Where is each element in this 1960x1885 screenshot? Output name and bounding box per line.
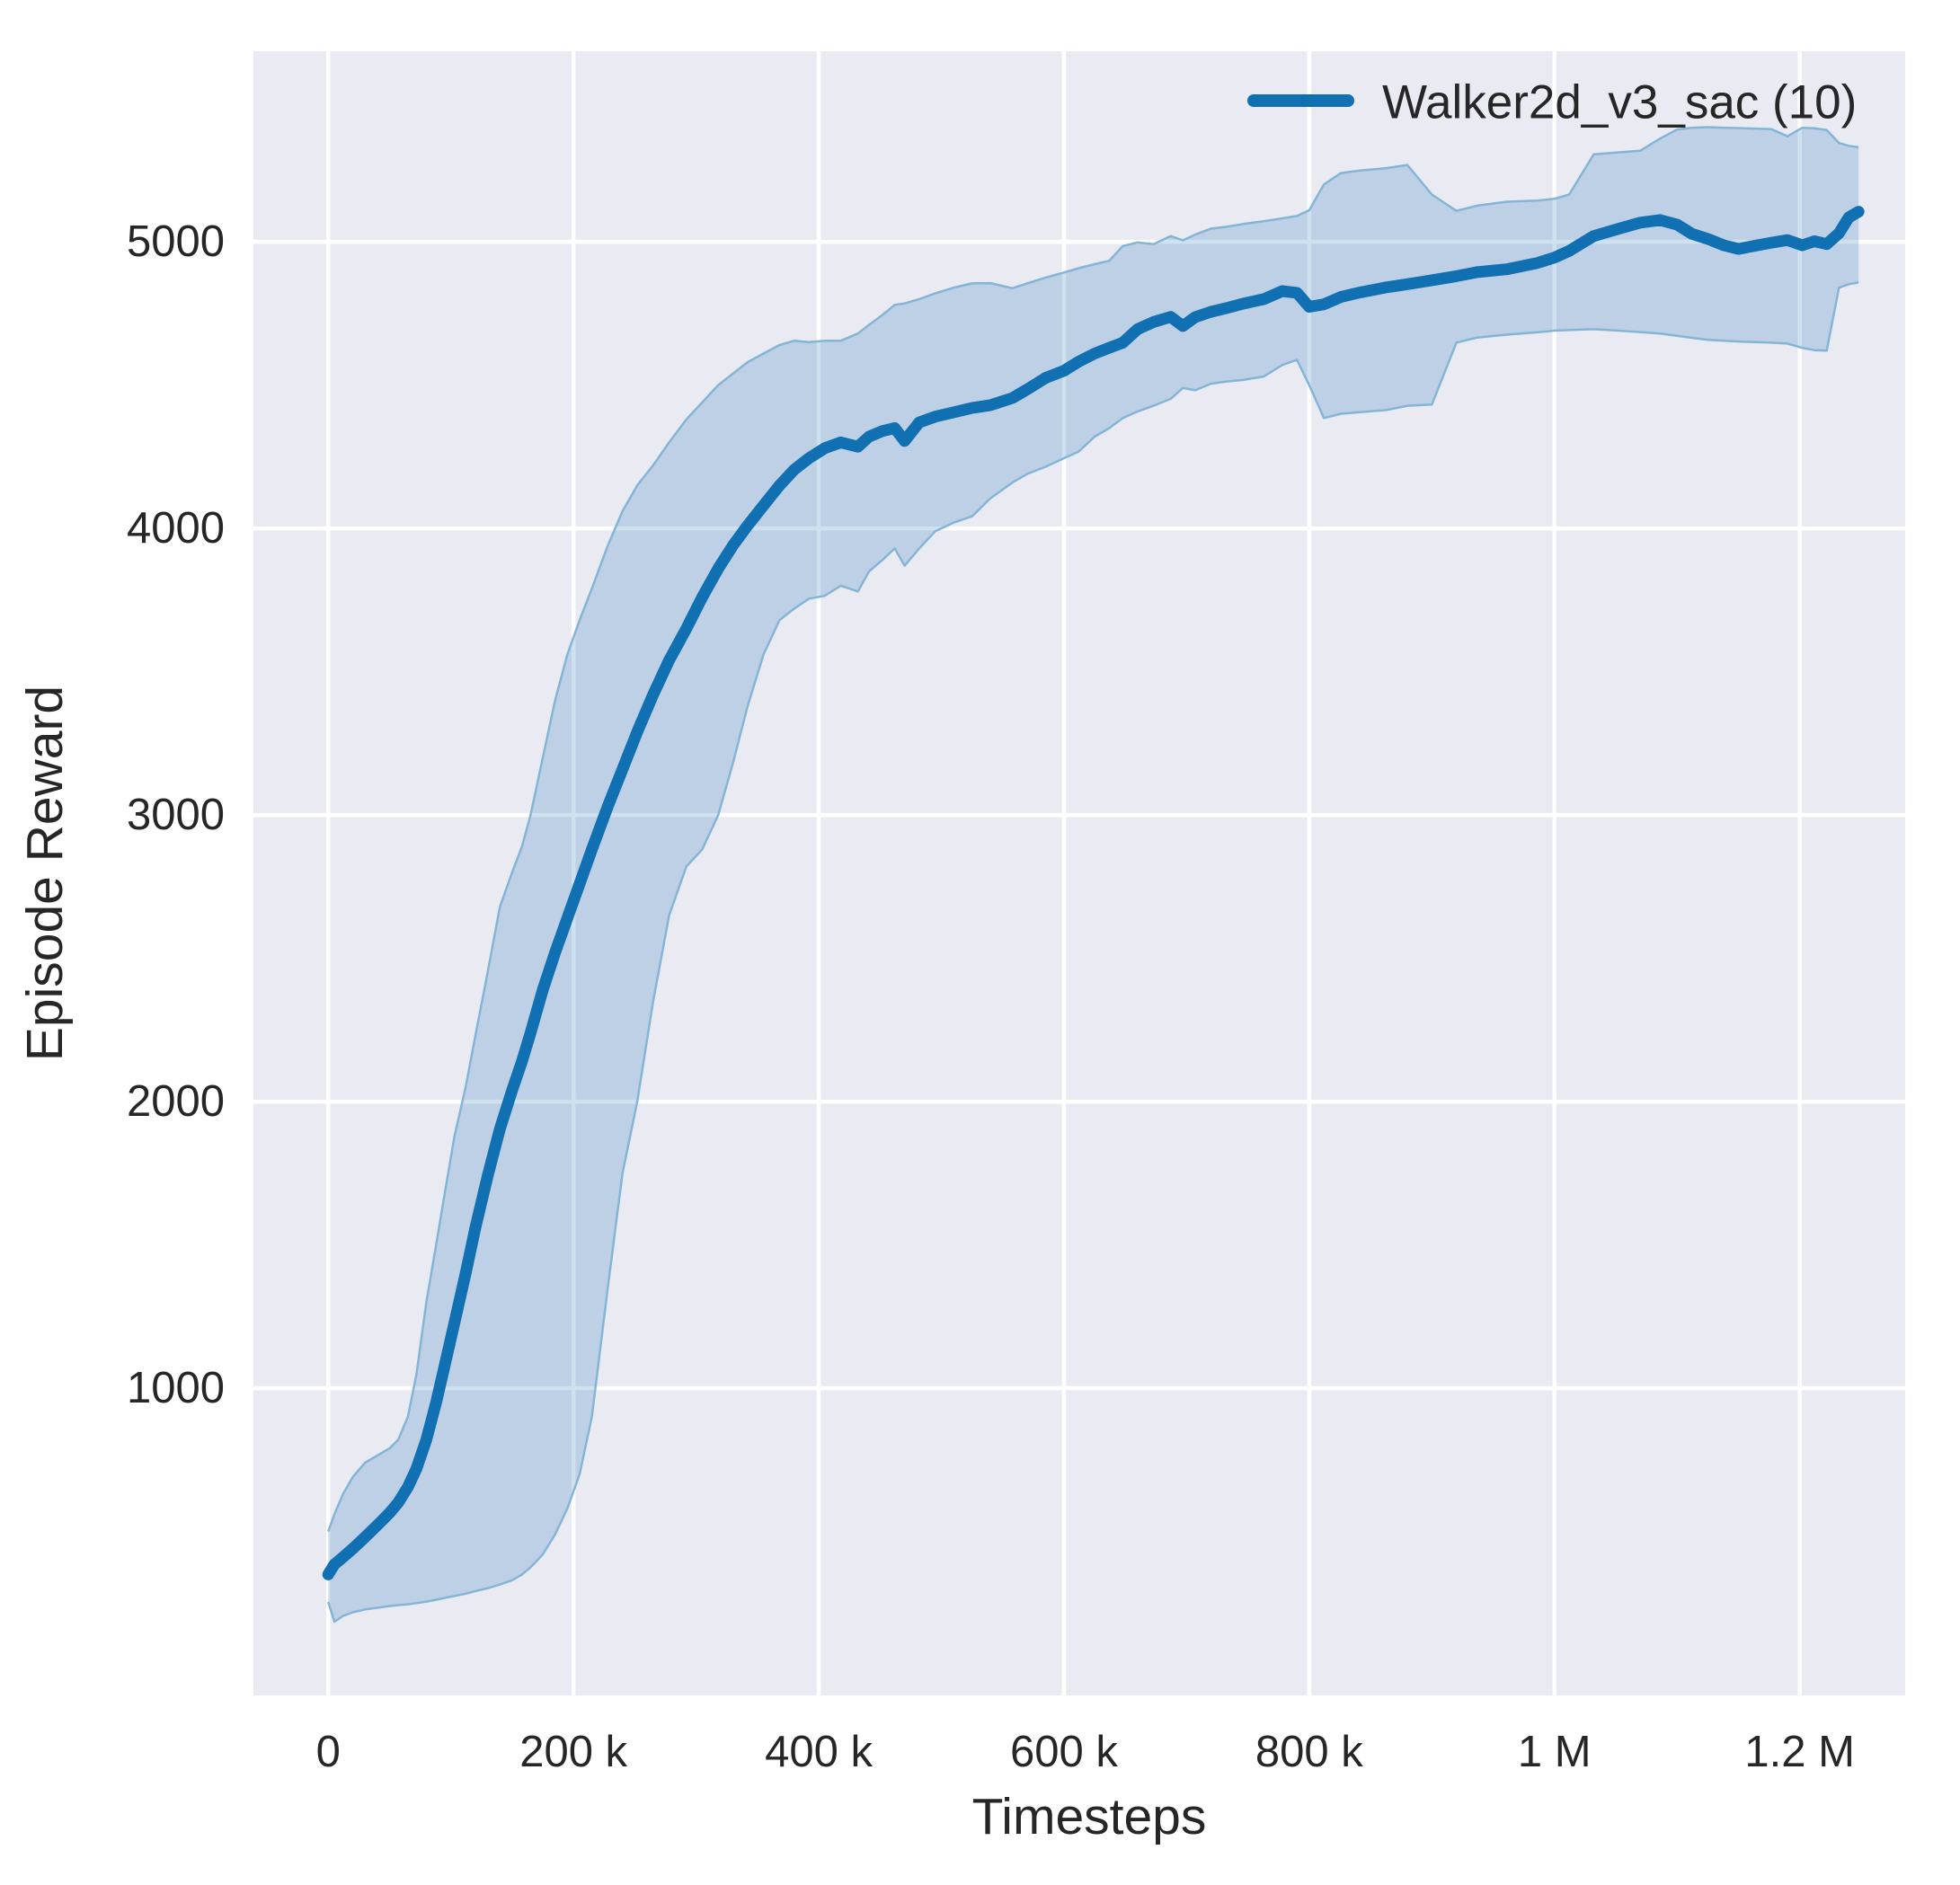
x-tick-label: 0 bbox=[316, 1728, 341, 1776]
x-tick-label: 400 k bbox=[765, 1728, 873, 1776]
x-tick-labels: 0 200 k 400 k 600 k 800 k 1 M 1.2 M bbox=[316, 1728, 1855, 1776]
series-walker2d-v3-sac bbox=[322, 126, 1865, 1624]
gridlines bbox=[253, 51, 1905, 1695]
x-tick-label: 1.2 M bbox=[1744, 1728, 1855, 1776]
y-tick-labels: 5000 4000 3000 2000 1000 bbox=[127, 217, 225, 1412]
y-tick-label: 3000 bbox=[127, 791, 225, 839]
mean-reward-line bbox=[322, 206, 1865, 1580]
plot-panel bbox=[253, 51, 1905, 1695]
x-tick-label: 1 M bbox=[1518, 1728, 1592, 1776]
confidence-band-upper-edge bbox=[327, 126, 1859, 1532]
confidence-band bbox=[328, 127, 1859, 1622]
legend-label: Walker2d_v3_sac (10) bbox=[1382, 76, 1857, 129]
y-axis-title: Episode Reward bbox=[16, 686, 74, 1061]
x-tick-label: 800 k bbox=[1255, 1728, 1363, 1776]
legend: Walker2d_v3_sac (10) bbox=[1247, 76, 1857, 129]
x-tick-label: 200 k bbox=[519, 1728, 627, 1776]
x-axis-title: Timesteps bbox=[972, 1788, 1207, 1845]
y-tick-label: 5000 bbox=[127, 217, 225, 266]
x-tick-label: 600 k bbox=[1010, 1728, 1118, 1776]
y-tick-label: 4000 bbox=[127, 504, 225, 553]
confidence-band-lower-edge bbox=[327, 281, 1859, 1624]
y-tick-label: 2000 bbox=[127, 1077, 225, 1126]
y-tick-label: 1000 bbox=[127, 1364, 225, 1412]
